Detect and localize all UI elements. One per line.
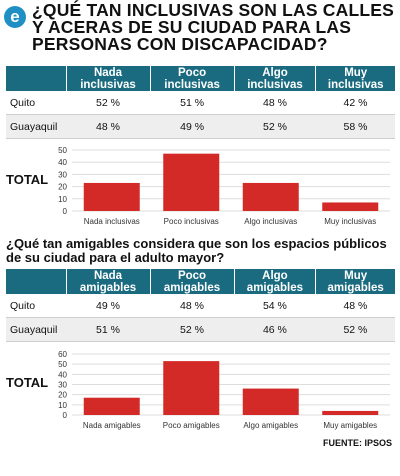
value-cell: 52 % — [66, 91, 151, 115]
y-tick-label: 10 — [58, 401, 67, 410]
table-header-cell: Poco amigables — [149, 269, 235, 294]
inclusivity-table: Nada inclusivas Poco inclusivas Algo inc… — [6, 66, 395, 139]
x-tick-label: Muy amigables — [323, 421, 377, 430]
value-cell: 42 % — [315, 91, 395, 115]
y-tick-label: 10 — [58, 195, 67, 204]
x-tick-label: Poco amigables — [163, 421, 220, 430]
x-tick-label: Nada amigables — [83, 421, 141, 430]
y-tick-label: 40 — [58, 158, 67, 167]
section-subtitle: ¿Qué tan amigables considera que son los… — [6, 236, 387, 265]
table-header-cell: Algo amigables — [233, 269, 316, 294]
x-tick-label: Nada inclusivas — [84, 217, 140, 226]
bar — [83, 397, 140, 415]
bar — [163, 153, 220, 211]
table-header-cell: Nada inclusivas — [65, 66, 151, 91]
y-tick-label: 20 — [58, 183, 67, 192]
city-cell: Guayaquil — [6, 114, 66, 139]
bar — [242, 388, 299, 415]
y-tick-label: 0 — [63, 411, 68, 420]
table-header-cell: Poco inclusivas — [149, 66, 235, 91]
page-title: ¿QUÉ TAN INCLUSIVAS SON LAS CALLES Y ACE… — [32, 0, 394, 54]
value-cell: 52 % — [150, 317, 235, 342]
city-cell: Quito — [6, 294, 66, 318]
value-cell: 58 % — [315, 114, 395, 139]
table-header-cell — [6, 66, 66, 91]
value-cell: 46 % — [234, 317, 316, 342]
table-row: Guayaquil 51 % 52 % 46 % 52 % — [6, 317, 395, 342]
table-row: Quito 52 % 51 % 48 % 42 % — [6, 91, 395, 115]
value-cell: 49 % — [66, 294, 151, 318]
source-note: FUENTE: IPSOS — [322, 438, 392, 448]
value-cell: 51 % — [150, 91, 235, 115]
value-cell: 48 % — [66, 114, 151, 139]
city-cell: Quito — [6, 91, 66, 115]
total-label: TOTAL — [6, 375, 49, 390]
friendliness-table: Nada amigables Poco amigables Algo amiga… — [6, 269, 395, 342]
table-header-cell — [6, 269, 66, 294]
x-tick-label: Muy inclusivas — [324, 217, 376, 226]
bar — [322, 410, 379, 415]
y-tick-label: 0 — [63, 207, 68, 216]
value-cell: 48 % — [315, 294, 395, 318]
value-cell: 51 % — [66, 317, 151, 342]
y-tick-label: 50 — [58, 146, 67, 155]
inclusivity-bar-chart: 0 10 20 30 40 50 Nada inclusivas Poco inclusiva… — [58, 146, 390, 226]
table-header-cell: Muy inclusivas — [315, 66, 395, 91]
value-cell: 52 % — [234, 114, 316, 139]
value-cell: 54 % — [234, 294, 316, 318]
y-tick-label: 60 — [58, 350, 67, 359]
y-tick-label: 40 — [58, 370, 67, 379]
table-row: Quito 49 % 48 % 54 % 48 % — [6, 294, 395, 318]
city-cell: Guayaquil — [6, 317, 66, 342]
bar — [322, 202, 379, 211]
value-cell: 48 % — [150, 294, 235, 318]
x-tick-label: Algo inclusivas — [244, 217, 297, 226]
value-cell: 48 % — [234, 91, 316, 115]
bar — [242, 182, 299, 211]
table-header-row: Nada amigables Poco amigables Algo amiga… — [6, 269, 395, 294]
table-header-cell: Nada amigables — [65, 269, 151, 294]
bar — [163, 361, 220, 415]
value-cell: 49 % — [150, 114, 235, 139]
y-tick-label: 20 — [58, 391, 67, 400]
bar — [83, 182, 140, 211]
y-tick-label: 50 — [58, 360, 67, 369]
x-tick-label: Poco inclusivas — [164, 217, 219, 226]
table-header-cell: Muy amigables — [315, 269, 395, 294]
y-tick-label: 30 — [58, 170, 67, 179]
x-tick-label: Algo amigables — [243, 421, 298, 430]
table-row: Guayaquil 48 % 49 % 52 % 58 % — [6, 114, 395, 139]
y-tick-label: 30 — [58, 381, 67, 390]
brand-logo-icon: e — [4, 6, 26, 28]
table-header-row: Nada inclusivas Poco inclusivas Algo inc… — [6, 66, 395, 91]
total-label: TOTAL — [6, 172, 49, 187]
table-header-cell: Algo inclusivas — [233, 66, 316, 91]
value-cell: 52 % — [315, 317, 395, 342]
header: e ¿QUÉ TAN INCLUSIVAS SON LAS CALLES Y A… — [0, 0, 400, 64]
